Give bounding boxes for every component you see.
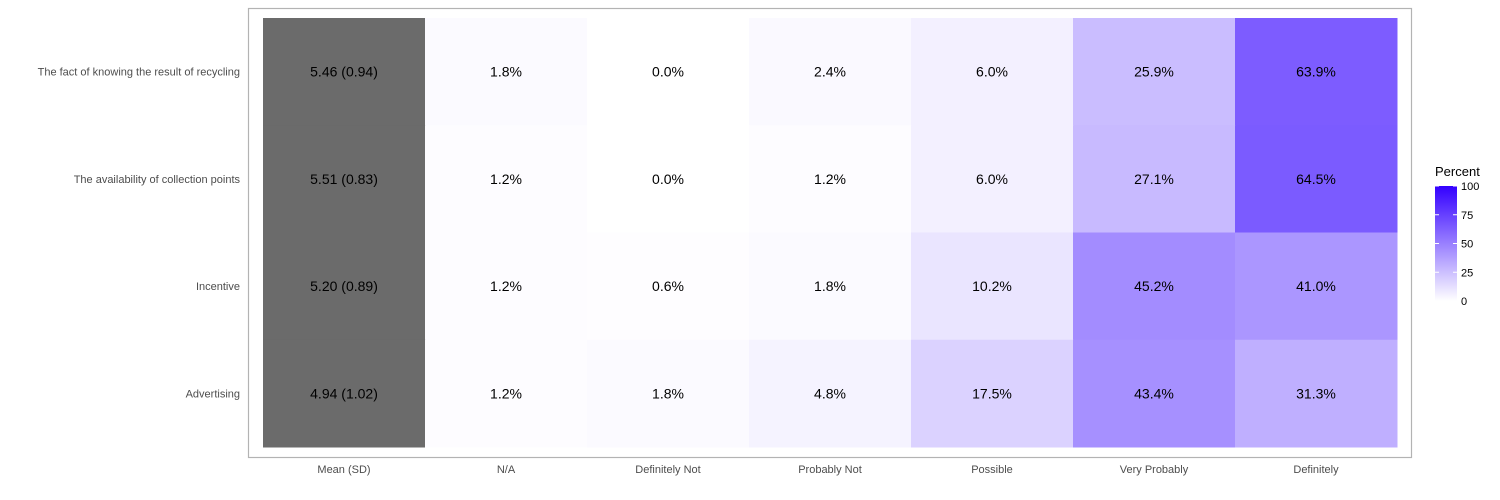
cell-label: 1.8% (652, 385, 684, 401)
cell-label: 0.0% (652, 171, 684, 187)
cell-label: 64.5% (1296, 171, 1336, 187)
heatmap-cell (587, 18, 750, 126)
column-label: Definitely Not (635, 464, 700, 476)
cell-label: 27.1% (1134, 171, 1174, 187)
heatmap-cell (425, 125, 588, 233)
cell-label-mean-sd: 5.46 (0.94) (310, 64, 378, 80)
legend-tick-label: 25 (1461, 267, 1473, 279)
heatmap-cell (911, 18, 1074, 126)
cell-label: 63.9% (1296, 64, 1336, 80)
cell-label: 1.2% (490, 171, 522, 187)
legend-tick-label: 0 (1461, 296, 1467, 308)
heatmap-cell (1073, 232, 1236, 341)
heatmap-cell (425, 339, 588, 448)
column-label: N/A (497, 464, 516, 476)
cell-label: 0.6% (652, 278, 684, 294)
cell-label: 25.9% (1134, 64, 1174, 80)
column-label: Mean (SD) (317, 464, 370, 476)
heatmap-cell (911, 232, 1074, 341)
heatmap-cell (1073, 339, 1236, 448)
panel-border (247, 7, 1413, 459)
cell-label: 17.5% (972, 385, 1012, 401)
cell-label: 1.2% (490, 278, 522, 294)
heatmap-cell (425, 232, 588, 341)
cell-label: 10.2% (972, 278, 1012, 294)
heatmap-cell-mean-sd (263, 232, 426, 341)
row-label: Advertising (186, 388, 240, 400)
column-label: Probably Not (798, 464, 862, 476)
heatmap-cell (749, 125, 912, 233)
cell-label: 43.4% (1134, 385, 1174, 401)
heatmap-cell (587, 232, 750, 341)
legend-tick-label: 75 (1461, 210, 1473, 222)
column-label: Very Probably (1120, 464, 1189, 476)
row-label: The fact of knowing the result of recycl… (38, 67, 240, 79)
cell-label: 6.0% (976, 171, 1008, 187)
legend-tick-label: 100 (1461, 181, 1479, 193)
row-label: Incentive (196, 281, 240, 293)
heatmap-cell (425, 18, 588, 126)
cell-label: 41.0% (1296, 278, 1336, 294)
column-label: Definitely (1293, 464, 1339, 476)
heatmap-cell (911, 339, 1074, 448)
cell-label: 4.8% (814, 385, 846, 401)
cell-label-mean-sd: 4.94 (1.02) (310, 385, 378, 401)
heatmap-cell-mean-sd (263, 339, 426, 448)
heatmap-cell (1073, 125, 1236, 233)
cell-label: 31.3% (1296, 385, 1336, 401)
cell-label: 2.4% (814, 64, 846, 80)
heatmap-cell (587, 125, 750, 233)
heatmap-cell (1235, 339, 1398, 448)
cell-label: 6.0% (976, 64, 1008, 80)
heatmap-cell (1235, 18, 1398, 126)
heatmap-cell (1073, 18, 1236, 126)
heatmap-cell-mean-sd (263, 18, 426, 126)
column-label: Possible (971, 464, 1013, 476)
legend-colorbar (1435, 186, 1457, 301)
heatmap-cell (749, 232, 912, 341)
cell-label: 1.8% (490, 64, 522, 80)
legend-title: Percent (1435, 164, 1480, 179)
cell-label: 1.2% (490, 385, 522, 401)
heatmap-cell (587, 339, 750, 448)
cell-label: 45.2% (1134, 278, 1174, 294)
heatmap-cell (1235, 125, 1398, 233)
cell-label: 1.2% (814, 171, 846, 187)
legend: Percent 0 25 50 75 100 (1435, 164, 1480, 308)
legend-tick-label: 50 (1461, 239, 1473, 251)
heatmap-cell (911, 125, 1074, 233)
row-label: The availability of collection points (74, 174, 241, 186)
heatmap-cell (1235, 232, 1398, 341)
cell-label-mean-sd: 5.20 (0.89) (310, 278, 378, 294)
heatmap-cell (749, 18, 912, 126)
cell-label: 0.0% (652, 64, 684, 80)
cell-label: 1.8% (814, 278, 846, 294)
cell-label-mean-sd: 5.51 (0.83) (310, 171, 378, 187)
heatmap-cell (749, 339, 912, 448)
heatmap-cell-mean-sd (263, 125, 426, 233)
